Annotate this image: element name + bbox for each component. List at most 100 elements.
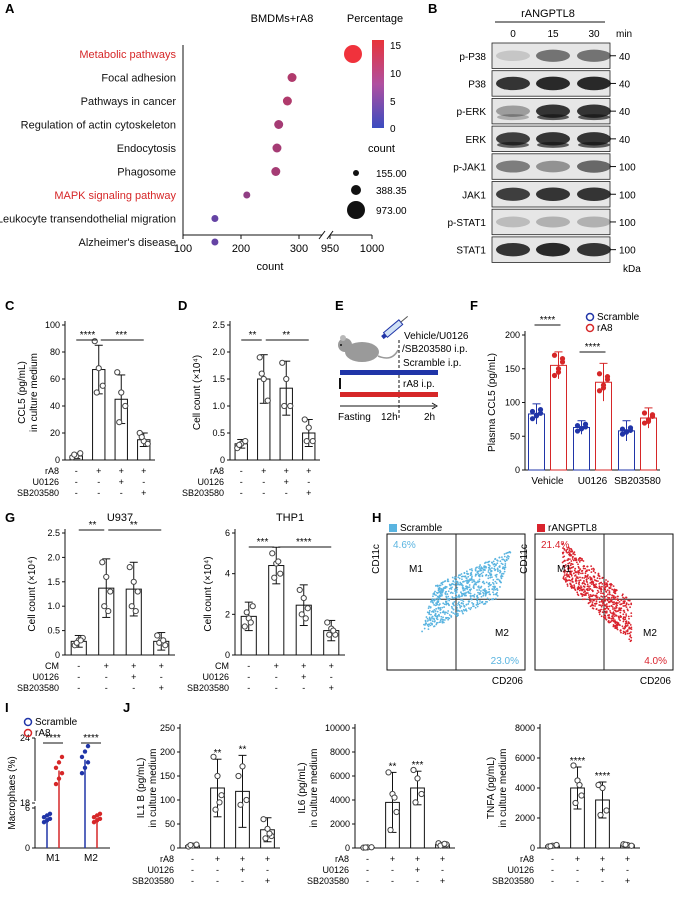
flow-event	[606, 607, 608, 609]
panel-b-kda-unit: kDa	[623, 264, 641, 275]
flow-event	[614, 596, 617, 599]
data-point	[56, 776, 62, 781]
flow-event	[432, 593, 435, 595]
treatment-mark: +	[240, 865, 245, 875]
flow-event	[619, 629, 622, 632]
flow-event	[619, 619, 621, 622]
flow-m1: M1	[409, 564, 423, 575]
treatment-mark: +	[131, 672, 136, 682]
flow-event	[570, 547, 572, 550]
flow-event	[600, 581, 603, 584]
treatment-mark: -	[97, 477, 100, 487]
flow-event	[480, 572, 483, 575]
flow-event	[607, 580, 609, 583]
flow-event	[611, 612, 613, 615]
data-point	[574, 428, 581, 434]
data-point	[118, 389, 125, 396]
flow-event	[484, 569, 486, 571]
flow-event	[597, 580, 599, 583]
flow-event	[610, 604, 613, 607]
flow-event	[585, 570, 588, 573]
flow-event	[566, 575, 569, 578]
flow-event	[464, 609, 467, 611]
panel-j-tnfa-chart: 0 2000 4000 6000 8000 TNFA (pg/mL) in culture …	[486, 723, 640, 886]
flow-event	[604, 610, 607, 613]
data-point	[596, 371, 603, 377]
legend-marker	[23, 717, 33, 727]
flow-event	[494, 574, 497, 577]
y-tick-label: 2.0	[47, 552, 60, 562]
data-point	[97, 816, 103, 822]
flow-event	[583, 591, 585, 594]
panel-a-dot	[211, 215, 219, 222]
flow-event	[491, 562, 494, 564]
y-tick-label: 0.5	[47, 626, 60, 636]
flow-event	[473, 587, 475, 590]
panel-g-u937-chart: 0 0.5 1.0 1.5 2.0 2.5 Cell count (×10⁴) ** ** CM -…	[17, 512, 175, 693]
treatment-mark: +	[119, 466, 124, 476]
panel-b-band	[536, 132, 570, 146]
flow-event	[468, 588, 471, 591]
flow-event	[492, 560, 495, 563]
bar	[550, 364, 567, 471]
flow-event	[478, 580, 481, 583]
flow-event	[593, 599, 595, 602]
treatment-label: U0126	[32, 672, 59, 682]
panel-letter-h: H	[372, 510, 381, 525]
treatment-label: SB203580	[132, 876, 174, 886]
data-point	[441, 840, 448, 847]
flow-event	[624, 618, 627, 621]
flow-event	[590, 583, 593, 586]
flow-event	[431, 617, 433, 620]
flow-event	[595, 580, 598, 582]
flow-event	[596, 592, 599, 595]
flow-q-m1: 4.6%	[393, 540, 416, 551]
y-tick-label: 100	[505, 398, 520, 408]
flow-event	[499, 570, 502, 573]
flow-event	[567, 562, 570, 565]
sig-label: ****	[585, 342, 601, 353]
flow-event	[466, 579, 468, 582]
data-point	[641, 420, 648, 426]
flow-event	[442, 611, 445, 614]
flow-event	[630, 628, 633, 631]
flow-event	[454, 613, 457, 616]
treatment-label: U0126	[197, 477, 224, 487]
flow-event	[442, 621, 445, 624]
flow-event	[453, 604, 455, 607]
flow-event	[590, 571, 593, 574]
flow-event	[494, 588, 497, 591]
data-point	[114, 369, 121, 376]
flow-event	[579, 568, 582, 571]
flow-event	[464, 575, 467, 578]
flow-event	[478, 602, 481, 605]
flow-event	[454, 580, 457, 582]
flow-event	[462, 600, 465, 603]
treatment-mark: +	[301, 672, 306, 682]
flow-event	[432, 610, 435, 613]
data-point	[387, 826, 394, 834]
y-axis-label: IL6 (pg/mL)	[297, 762, 308, 813]
data-point	[330, 627, 337, 634]
flow-event	[616, 626, 619, 629]
flow-event	[562, 560, 565, 563]
flow-event	[451, 586, 453, 589]
flow-event	[573, 551, 576, 554]
flow-event	[501, 556, 503, 559]
flow-event	[507, 557, 510, 560]
flow-event	[479, 590, 482, 592]
flow-event	[627, 615, 630, 618]
flow-event	[595, 600, 598, 603]
flow-event	[563, 578, 566, 581]
data-point	[269, 550, 276, 557]
data-point	[279, 359, 286, 366]
flow-event	[433, 593, 436, 596]
panel-c-ccl5-chart: 0 20 40 60 80 100 CCL5 (pg/mL) in culture mediu…	[17, 320, 155, 498]
flow-event	[589, 585, 591, 588]
flow-event	[616, 595, 619, 598]
data-point	[619, 426, 626, 432]
flow-event	[566, 548, 569, 551]
flow-event	[578, 571, 581, 574]
panel-b-band-label: JAK1	[462, 190, 486, 201]
flow-event	[598, 613, 601, 616]
